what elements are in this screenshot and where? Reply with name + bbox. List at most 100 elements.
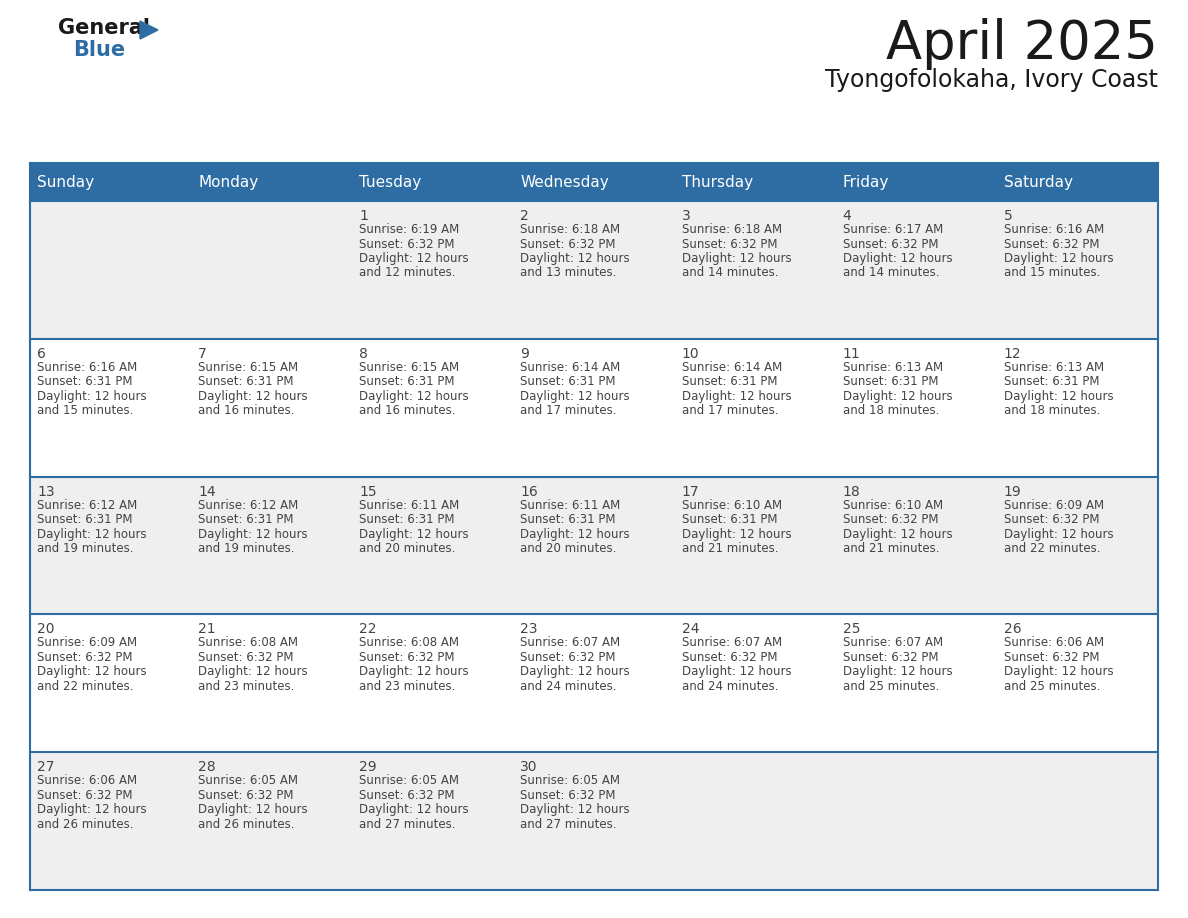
Text: 4: 4 bbox=[842, 209, 852, 223]
Text: Daylight: 12 hours: Daylight: 12 hours bbox=[359, 528, 469, 541]
Text: General: General bbox=[58, 18, 150, 38]
Text: 10: 10 bbox=[682, 347, 700, 361]
Text: and 27 minutes.: and 27 minutes. bbox=[520, 818, 617, 831]
Text: Sunset: 6:32 PM: Sunset: 6:32 PM bbox=[682, 238, 777, 251]
Text: Sunrise: 6:14 AM: Sunrise: 6:14 AM bbox=[682, 361, 782, 374]
Text: Sunrise: 6:12 AM: Sunrise: 6:12 AM bbox=[37, 498, 138, 511]
Text: Daylight: 12 hours: Daylight: 12 hours bbox=[842, 390, 953, 403]
Text: and 21 minutes.: and 21 minutes. bbox=[842, 543, 940, 555]
Text: 6: 6 bbox=[37, 347, 46, 361]
Text: Sunset: 6:32 PM: Sunset: 6:32 PM bbox=[520, 789, 615, 801]
Text: 26: 26 bbox=[1004, 622, 1022, 636]
Bar bbox=[30, 339, 1158, 476]
Text: 29: 29 bbox=[359, 760, 377, 774]
Text: Daylight: 12 hours: Daylight: 12 hours bbox=[842, 252, 953, 265]
Text: Daylight: 12 hours: Daylight: 12 hours bbox=[359, 252, 469, 265]
Text: Sunrise: 6:13 AM: Sunrise: 6:13 AM bbox=[1004, 361, 1104, 374]
Text: Daylight: 12 hours: Daylight: 12 hours bbox=[198, 390, 308, 403]
Text: and 16 minutes.: and 16 minutes. bbox=[198, 404, 295, 418]
Text: Sunset: 6:32 PM: Sunset: 6:32 PM bbox=[1004, 651, 1099, 664]
Text: Daylight: 12 hours: Daylight: 12 hours bbox=[1004, 252, 1113, 265]
Text: Daylight: 12 hours: Daylight: 12 hours bbox=[682, 390, 791, 403]
Text: and 23 minutes.: and 23 minutes. bbox=[359, 680, 456, 693]
Text: Tyongofolokaha, Ivory Coast: Tyongofolokaha, Ivory Coast bbox=[824, 68, 1158, 92]
Text: Sunrise: 6:07 AM: Sunrise: 6:07 AM bbox=[520, 636, 620, 649]
Text: Sunrise: 6:05 AM: Sunrise: 6:05 AM bbox=[198, 774, 298, 788]
Text: Sunrise: 6:08 AM: Sunrise: 6:08 AM bbox=[198, 636, 298, 649]
Text: Sunrise: 6:18 AM: Sunrise: 6:18 AM bbox=[682, 223, 782, 236]
Text: Tuesday: Tuesday bbox=[359, 174, 422, 189]
Text: Sunrise: 6:19 AM: Sunrise: 6:19 AM bbox=[359, 223, 460, 236]
Text: Sunset: 6:31 PM: Sunset: 6:31 PM bbox=[359, 513, 455, 526]
Text: Sunrise: 6:08 AM: Sunrise: 6:08 AM bbox=[359, 636, 460, 649]
Text: Sunset: 6:32 PM: Sunset: 6:32 PM bbox=[842, 513, 939, 526]
Text: Sunrise: 6:13 AM: Sunrise: 6:13 AM bbox=[842, 361, 943, 374]
Text: 24: 24 bbox=[682, 622, 699, 636]
Text: and 14 minutes.: and 14 minutes. bbox=[842, 266, 940, 279]
Text: Sunrise: 6:10 AM: Sunrise: 6:10 AM bbox=[682, 498, 782, 511]
Text: 15: 15 bbox=[359, 485, 377, 498]
Text: and 23 minutes.: and 23 minutes. bbox=[198, 680, 295, 693]
Text: 5: 5 bbox=[1004, 209, 1012, 223]
Text: Sunrise: 6:10 AM: Sunrise: 6:10 AM bbox=[842, 498, 943, 511]
Text: and 25 minutes.: and 25 minutes. bbox=[842, 680, 939, 693]
Text: Daylight: 12 hours: Daylight: 12 hours bbox=[520, 666, 630, 678]
Text: and 18 minutes.: and 18 minutes. bbox=[842, 404, 939, 418]
Text: Sunrise: 6:17 AM: Sunrise: 6:17 AM bbox=[842, 223, 943, 236]
Text: Daylight: 12 hours: Daylight: 12 hours bbox=[842, 528, 953, 541]
Text: Daylight: 12 hours: Daylight: 12 hours bbox=[1004, 528, 1113, 541]
Text: Sunset: 6:31 PM: Sunset: 6:31 PM bbox=[198, 375, 293, 388]
Text: Sunset: 6:31 PM: Sunset: 6:31 PM bbox=[37, 513, 133, 526]
Bar bbox=[30, 163, 1158, 201]
Text: Blue: Blue bbox=[72, 40, 125, 60]
Text: Sunset: 6:31 PM: Sunset: 6:31 PM bbox=[682, 513, 777, 526]
Text: and 15 minutes.: and 15 minutes. bbox=[1004, 266, 1100, 279]
Text: Sunset: 6:31 PM: Sunset: 6:31 PM bbox=[520, 375, 615, 388]
Text: Sunset: 6:31 PM: Sunset: 6:31 PM bbox=[359, 375, 455, 388]
Text: Daylight: 12 hours: Daylight: 12 hours bbox=[198, 528, 308, 541]
Text: and 20 minutes.: and 20 minutes. bbox=[520, 543, 617, 555]
Text: 27: 27 bbox=[37, 760, 55, 774]
Bar bbox=[30, 752, 1158, 890]
Text: Sunrise: 6:11 AM: Sunrise: 6:11 AM bbox=[359, 498, 460, 511]
Text: 19: 19 bbox=[1004, 485, 1022, 498]
Text: Sunset: 6:31 PM: Sunset: 6:31 PM bbox=[37, 375, 133, 388]
Text: 22: 22 bbox=[359, 622, 377, 636]
Text: Sunset: 6:32 PM: Sunset: 6:32 PM bbox=[842, 238, 939, 251]
Text: Sunset: 6:32 PM: Sunset: 6:32 PM bbox=[842, 651, 939, 664]
Text: 18: 18 bbox=[842, 485, 860, 498]
Text: and 22 minutes.: and 22 minutes. bbox=[37, 680, 133, 693]
Text: Sunset: 6:32 PM: Sunset: 6:32 PM bbox=[198, 651, 293, 664]
Text: Sunset: 6:32 PM: Sunset: 6:32 PM bbox=[1004, 513, 1099, 526]
Text: Sunrise: 6:11 AM: Sunrise: 6:11 AM bbox=[520, 498, 620, 511]
Text: and 17 minutes.: and 17 minutes. bbox=[682, 404, 778, 418]
Text: April 2025: April 2025 bbox=[886, 18, 1158, 70]
Text: Wednesday: Wednesday bbox=[520, 174, 609, 189]
Text: Sunrise: 6:15 AM: Sunrise: 6:15 AM bbox=[359, 361, 460, 374]
Text: and 26 minutes.: and 26 minutes. bbox=[37, 818, 133, 831]
Text: Sunrise: 6:06 AM: Sunrise: 6:06 AM bbox=[37, 774, 137, 788]
Text: 2: 2 bbox=[520, 209, 529, 223]
Text: Daylight: 12 hours: Daylight: 12 hours bbox=[520, 803, 630, 816]
Text: Daylight: 12 hours: Daylight: 12 hours bbox=[520, 252, 630, 265]
Text: Daylight: 12 hours: Daylight: 12 hours bbox=[682, 252, 791, 265]
Text: Sunrise: 6:07 AM: Sunrise: 6:07 AM bbox=[842, 636, 943, 649]
Text: Sunset: 6:32 PM: Sunset: 6:32 PM bbox=[682, 651, 777, 664]
Text: 16: 16 bbox=[520, 485, 538, 498]
Text: and 14 minutes.: and 14 minutes. bbox=[682, 266, 778, 279]
Text: Daylight: 12 hours: Daylight: 12 hours bbox=[682, 528, 791, 541]
Text: Daylight: 12 hours: Daylight: 12 hours bbox=[1004, 666, 1113, 678]
Text: 30: 30 bbox=[520, 760, 538, 774]
Text: and 22 minutes.: and 22 minutes. bbox=[1004, 543, 1100, 555]
Text: Sunset: 6:32 PM: Sunset: 6:32 PM bbox=[359, 651, 455, 664]
Text: Sunset: 6:32 PM: Sunset: 6:32 PM bbox=[198, 789, 293, 801]
Text: and 13 minutes.: and 13 minutes. bbox=[520, 266, 617, 279]
Text: and 21 minutes.: and 21 minutes. bbox=[682, 543, 778, 555]
Text: Sunset: 6:32 PM: Sunset: 6:32 PM bbox=[1004, 238, 1099, 251]
Text: and 25 minutes.: and 25 minutes. bbox=[1004, 680, 1100, 693]
Text: Daylight: 12 hours: Daylight: 12 hours bbox=[37, 528, 146, 541]
Text: Daylight: 12 hours: Daylight: 12 hours bbox=[682, 666, 791, 678]
Text: Sunrise: 6:09 AM: Sunrise: 6:09 AM bbox=[1004, 498, 1104, 511]
Text: Daylight: 12 hours: Daylight: 12 hours bbox=[37, 390, 146, 403]
Text: 8: 8 bbox=[359, 347, 368, 361]
